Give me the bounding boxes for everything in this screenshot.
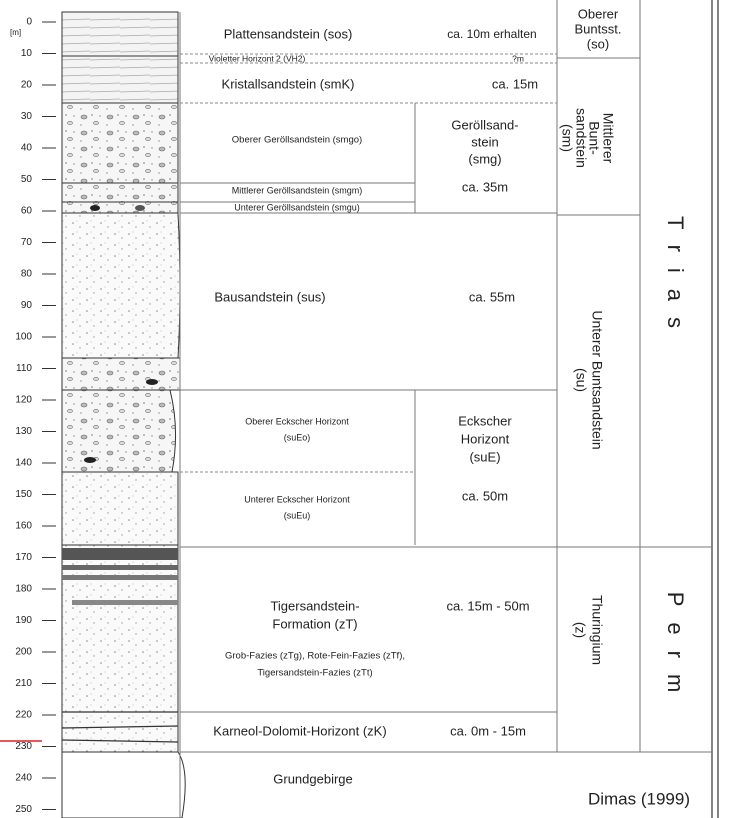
depth-tick-label: 90 xyxy=(21,300,33,311)
depth-tick-label: 120 xyxy=(15,395,32,406)
group-name: (su) xyxy=(573,368,589,392)
stratigraphic-column: 0 10 20 30 40 50 60 70 80 90 100 110 120 130 140 150 160… xyxy=(0,0,731,818)
depth-tick-label: 80 xyxy=(21,269,33,280)
depth-tick-label: 110 xyxy=(16,363,32,374)
depth-tick-label: 60 xyxy=(21,206,33,217)
member-name: (suE) xyxy=(469,449,500,464)
depth-tick-label: 140 xyxy=(15,458,32,469)
depth-tick-label: 220 xyxy=(15,710,32,721)
formation-thickness: ca. 15m - 50m xyxy=(446,598,529,613)
member-name: Geröllsand- xyxy=(451,117,518,132)
formation-name: Unterer Eckscher Horizont xyxy=(244,494,350,504)
depth-tick-label: 240 xyxy=(15,773,32,784)
formation-thickness: ?m xyxy=(512,53,524,63)
system-name: Trias xyxy=(663,216,688,344)
formation-thickness: ca. 55m xyxy=(469,289,515,304)
formation-thickness: ca. 15m xyxy=(492,76,538,91)
formation-name: Unterer Geröllsandstein (smgu) xyxy=(234,202,360,212)
formation-name: Oberer Eckscher Horizont xyxy=(245,416,349,426)
group-name: Buntsst. xyxy=(575,21,622,36)
depth-tick-label: 160 xyxy=(15,521,32,532)
depth-tick-label: 210 xyxy=(15,678,32,689)
depth-tick-label: 10 xyxy=(21,48,33,59)
depth-tick-label: 150 xyxy=(15,489,32,500)
system-name: Perm xyxy=(663,592,688,709)
member-thickness: ca. 35m xyxy=(462,179,508,194)
group-name: Thuringium xyxy=(589,595,605,665)
formation-name: (suEo) xyxy=(284,432,311,442)
group-name: (sm) xyxy=(559,124,575,152)
depth-tick-label: 180 xyxy=(15,584,32,595)
depth-tick-label: 70 xyxy=(21,237,33,248)
formation-name: Kristallsandstein (smK) xyxy=(222,76,355,91)
group-name: (z) xyxy=(572,622,588,638)
depth-tick-label: 30 xyxy=(21,111,33,122)
group-name: Unterer Buntsandstein xyxy=(589,310,605,449)
depth-tick-label: 100 xyxy=(15,332,32,343)
lithology-column xyxy=(62,12,185,818)
depth-tick-label: 40 xyxy=(21,143,33,154)
depth-tick-label: 0 xyxy=(26,17,32,28)
depth-tick-label: 170 xyxy=(15,552,32,563)
source: Dimas (1999) xyxy=(588,789,690,808)
formation-thickness: ca. 0m - 15m xyxy=(450,723,526,738)
depth-tick-label: 200 xyxy=(15,647,32,658)
formation-name: Karneol-Dolomit-Horizont (zK) xyxy=(213,723,386,738)
depth-tick-label: 230 xyxy=(15,741,32,752)
depth-tick-label: 190 xyxy=(15,615,32,626)
facies: Tigersandstein-Fazies (zTt) xyxy=(257,668,372,679)
depth-unit: [m] xyxy=(10,28,21,37)
facies: Grob-Fazies (zTg), Rote-Fein-Fazies (zTf… xyxy=(225,651,405,662)
formation-name: Formation (zT) xyxy=(272,616,357,631)
group-name: (so) xyxy=(587,36,609,51)
formation-name: Tigersandstein- xyxy=(270,598,359,613)
formation-name: Bausandstein (sus) xyxy=(214,289,325,304)
member-name: (smg) xyxy=(468,151,501,166)
formation-name: Mittlerer Geröllsandstein (smgm) xyxy=(232,185,363,195)
formation-name: Plattensandstein (sos) xyxy=(224,26,353,41)
depth-tick-label: 130 xyxy=(15,426,32,437)
formation-thickness: ca. 10m erhalten xyxy=(447,27,536,41)
member-name: stein xyxy=(471,134,498,149)
formation-name: Oberer Geröllsandstein (smgo) xyxy=(232,135,362,146)
formation-name: Grundgebirge xyxy=(273,771,353,786)
formation-name: (suEu) xyxy=(284,510,311,520)
formation-name: Violetter Horizont 2 (VH2) xyxy=(209,53,306,63)
depth-tick-label: 20 xyxy=(21,80,33,91)
member-name: Horizont xyxy=(461,431,510,446)
depth-tick-label: 250 xyxy=(15,804,32,815)
group-name: Oberer xyxy=(578,6,619,21)
member-thickness: ca. 50m xyxy=(462,488,508,503)
member-name: Eckscher xyxy=(458,413,512,428)
depth-tick-label: 50 xyxy=(21,174,33,185)
